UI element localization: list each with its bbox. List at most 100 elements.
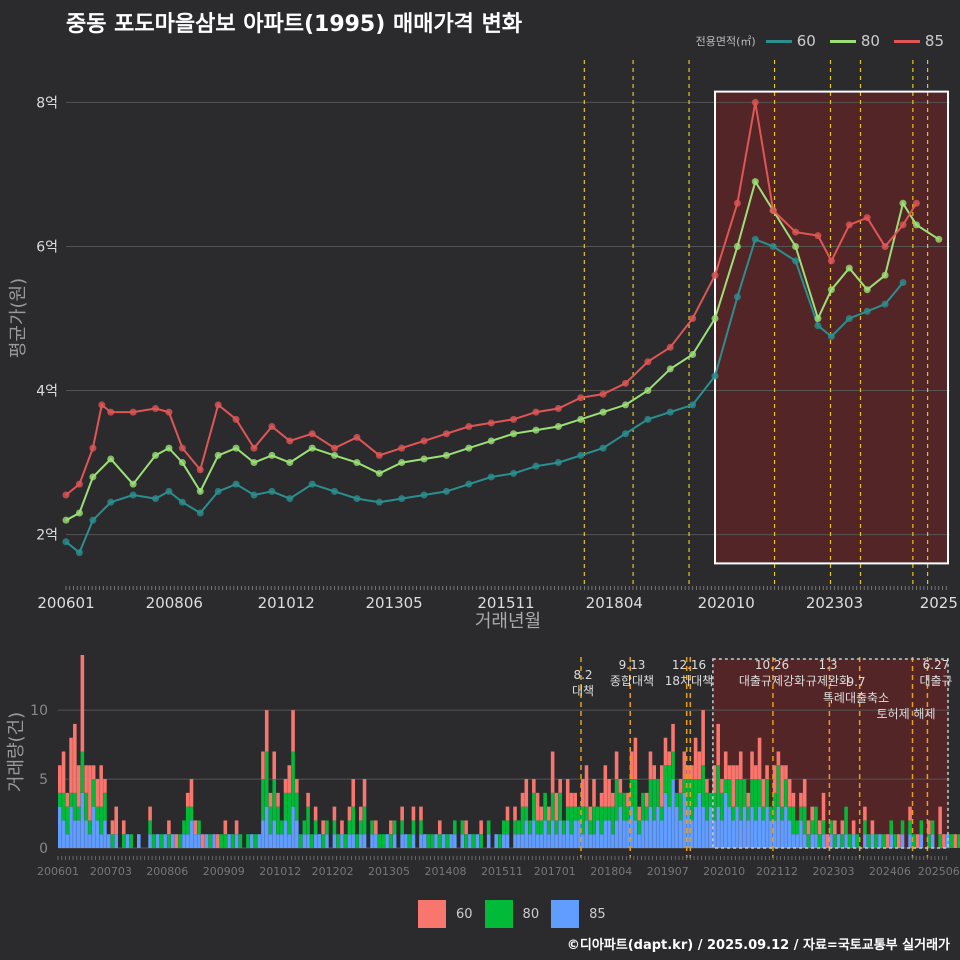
volume-bar-85 (516, 834, 521, 848)
volume-bar-85 (629, 806, 634, 848)
volume-bar-85 (468, 834, 472, 848)
volume-bar-85 (453, 834, 457, 848)
volume-bar-85 (547, 834, 551, 848)
volume-bar-80 (392, 820, 397, 835)
volume-bar-60 (91, 765, 96, 780)
volume-bar-60 (607, 779, 611, 807)
volume-bar-85 (821, 834, 826, 848)
volume-bar-80 (603, 806, 608, 821)
volume-bar-80 (543, 792, 547, 821)
volume-bar-60 (810, 806, 815, 821)
volume-bar-60 (833, 820, 837, 835)
data-point-85 (599, 390, 607, 398)
volume-bar-85 (652, 820, 657, 848)
volume-bar-80 (419, 820, 423, 835)
volume-bar-85 (686, 806, 690, 848)
data-point-60 (465, 480, 473, 488)
volume-bar-60 (80, 655, 85, 752)
data-point-80 (331, 451, 339, 459)
volume-bar-80 (355, 834, 359, 848)
volume-bar-85 (125, 834, 130, 848)
volume-bar-80 (772, 792, 777, 821)
volume-bar-60 (863, 806, 867, 821)
volume-bar-60 (637, 806, 641, 821)
volume-bar-60 (167, 820, 171, 835)
volume-bar-85 (261, 820, 265, 848)
volume-bar-80 (930, 820, 935, 835)
volume-bar-85 (870, 834, 875, 848)
volume-bar-85 (362, 834, 367, 848)
volume-bar-80 (110, 834, 115, 848)
volume-bar-80 (88, 820, 92, 835)
data-point-85 (621, 379, 629, 387)
volume-bar-80 (347, 820, 352, 835)
volume-bar-80 (720, 792, 724, 821)
volume-bar-80 (595, 806, 600, 821)
volume-bar-60 (340, 820, 344, 835)
volume-bar-85 (648, 806, 653, 848)
volume-bar-85 (460, 834, 465, 848)
volume-bar-85 (182, 834, 186, 848)
volume-bar-80 (471, 834, 476, 848)
volume-bar-80 (91, 779, 96, 807)
volume-bar-80 (189, 806, 194, 821)
volume-bar-80 (735, 779, 739, 807)
volume-bar-85 (332, 834, 337, 848)
volume-bar-80 (411, 820, 416, 835)
data-point-80 (666, 365, 674, 373)
volume-bar-80 (712, 792, 717, 821)
volume-x-tick-label: 201012 (259, 865, 301, 878)
volume-bar-80 (479, 834, 483, 848)
volume-bar-80 (949, 834, 954, 848)
volume-bar-60 (114, 806, 119, 835)
x-tick-label: 201804 (586, 594, 643, 612)
volume-bar-80 (629, 779, 634, 807)
volume-bar-85 (524, 820, 529, 848)
data-point-80 (711, 315, 719, 322)
volume-bar-85 (550, 820, 555, 848)
data-point-85 (62, 491, 70, 499)
volume-bar-85 (795, 834, 799, 848)
volume-x-tick-label: 200806 (146, 865, 188, 878)
volume-bar-85 (656, 806, 660, 848)
data-point-80 (845, 264, 853, 272)
bar-legend-label-60: 60 (456, 906, 473, 922)
policy-label-text: 종합대책 (610, 673, 654, 688)
volume-bar-80 (829, 820, 833, 835)
policy-label-date: 9.7 (846, 675, 865, 689)
volume-bar-85 (644, 820, 649, 848)
volume-bar-80 (268, 806, 273, 835)
volume-bar-60 (644, 792, 649, 807)
volume-bar-85 (264, 806, 269, 848)
volume-bar-85 (106, 834, 111, 848)
data-point-85 (814, 232, 822, 240)
volume-bar-60 (479, 820, 483, 835)
volume-bar-85 (712, 820, 717, 848)
volume-bar-85 (392, 834, 397, 848)
volume-bar-85 (802, 834, 807, 848)
data-point-60 (75, 549, 83, 557)
volume-bar-60 (697, 751, 702, 780)
volume-y-tick-label: 10 (30, 703, 48, 719)
volume-bar-60 (663, 737, 668, 766)
policy-label-text: 대출규제강화 (739, 674, 805, 688)
data-point-80 (554, 423, 562, 431)
volume-bar-60 (738, 751, 743, 780)
x-tick-label: 202303 (806, 594, 863, 612)
data-point-85 (178, 444, 186, 452)
volume-bar-80 (908, 820, 912, 835)
data-point-85 (644, 358, 652, 366)
volume-bar-60 (727, 765, 732, 780)
volume-bar-60 (942, 834, 946, 848)
data-point-85 (554, 405, 562, 413)
volume-bar-85 (716, 806, 720, 848)
volume-bar-80 (445, 834, 450, 848)
volume-bar-85 (272, 820, 277, 848)
volume-bar-60 (618, 779, 623, 793)
volume-bar-85 (65, 834, 70, 848)
volume-bar-60 (313, 806, 318, 821)
volume-bar-60 (896, 834, 901, 848)
volume-bar-80 (738, 779, 743, 821)
data-point-85 (845, 221, 853, 229)
volume-bar-60 (799, 792, 803, 807)
